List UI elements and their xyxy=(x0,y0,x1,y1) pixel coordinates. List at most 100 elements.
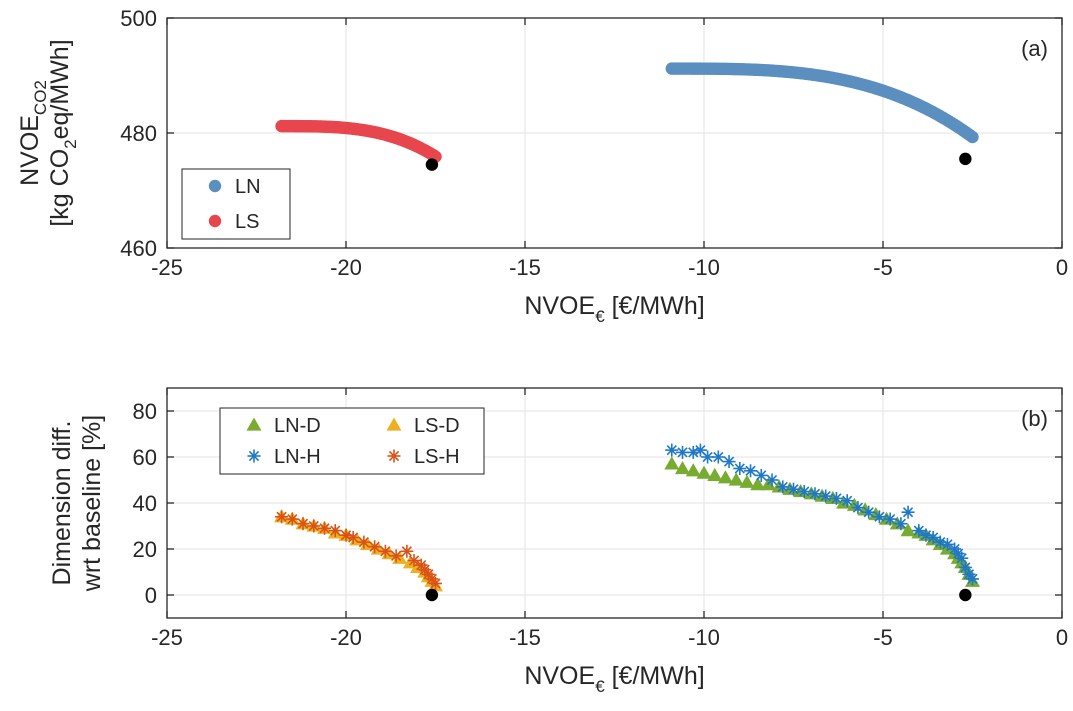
point-LN-H xyxy=(940,537,954,551)
legend-marker-LS-H xyxy=(387,449,401,463)
y-tick-label: 20 xyxy=(133,537,157,562)
point-LN-H xyxy=(797,485,811,498)
point-LN-D xyxy=(696,465,712,479)
x-tick-label: -15 xyxy=(509,625,541,650)
x-tick-label: -20 xyxy=(330,625,362,650)
x-tick-label: 0 xyxy=(1056,255,1068,280)
legend-item-LN-H: LN-H xyxy=(247,446,321,468)
y-tick-label: 0 xyxy=(145,583,157,608)
point-LN-H xyxy=(862,505,876,519)
x-tick-label: -5 xyxy=(873,255,893,280)
y-tick-label: 60 xyxy=(133,445,157,470)
legend-marker-LS xyxy=(208,214,222,228)
legend-label-LN-H: LN-H xyxy=(274,446,321,468)
point-LN-H xyxy=(883,512,897,526)
y-tick-label: 40 xyxy=(133,491,157,516)
point-LS-H xyxy=(328,524,342,538)
baseline-point xyxy=(425,588,439,602)
legend-marker-LN xyxy=(208,179,222,193)
point-LN-H xyxy=(851,501,865,515)
point-LS-H xyxy=(318,521,332,535)
point-LN-H xyxy=(808,487,822,501)
y-axis-label-line1: Dimension diff. xyxy=(48,421,76,586)
point-LN-H xyxy=(711,450,725,464)
point-LN-D xyxy=(675,461,691,475)
panel-tag: (a) xyxy=(1021,36,1048,61)
legend-label-LN: LN xyxy=(235,176,261,198)
point-LN-H xyxy=(754,468,768,482)
legend-label-LS-D: LS-D xyxy=(414,415,460,437)
point-LN-D xyxy=(900,523,916,537)
y-tick-label: 460 xyxy=(120,236,157,261)
panel-tag: (b) xyxy=(1021,406,1048,431)
legend-item-LS: LS xyxy=(208,211,259,233)
legend-box xyxy=(181,168,291,240)
legend-label-LS-H: LS-H xyxy=(414,446,460,468)
legend-item-LS-H: LS-H xyxy=(387,446,460,468)
point-LN-H xyxy=(926,531,940,544)
point-LS-H xyxy=(296,517,310,531)
legend: LN LS xyxy=(181,168,291,240)
x-tick-label: -20 xyxy=(330,255,362,280)
baseline-point xyxy=(959,152,972,166)
point-LS-H xyxy=(407,554,421,567)
series-LS xyxy=(275,119,442,163)
point-LN-D xyxy=(664,456,680,470)
y-axis-label-line2: wrt baseline [%] xyxy=(78,415,106,592)
point-LN-H xyxy=(665,443,679,457)
point-LN-D xyxy=(707,467,723,482)
point-LS-H xyxy=(400,544,414,558)
point-LN-H xyxy=(765,473,779,487)
x-tick-label: -10 xyxy=(688,255,720,280)
legend-label-LN-D: LN-D xyxy=(274,415,321,437)
y-axis-label: Dimension diff. wrt baseline [%] xyxy=(48,415,106,592)
point-LS-H xyxy=(368,540,382,554)
x-tick-label: -15 xyxy=(509,255,541,280)
series-LN-H xyxy=(665,443,979,586)
point-LN-H xyxy=(829,491,843,505)
x-axis-label: NVOE€ [€/MWh] xyxy=(524,662,704,696)
point-LN-D xyxy=(685,463,701,477)
panel-b: -25 -20 -15 -10 -5 0 0 20 40 60 80 (b) NVOE€ [€/MWh]… xyxy=(48,387,1068,696)
legend-marker-LN-D xyxy=(246,417,262,431)
point-LS-H xyxy=(275,510,289,524)
point-LN-H xyxy=(872,510,886,524)
series-LS-H xyxy=(275,510,442,590)
x-tick-label: -25 xyxy=(151,255,183,280)
point-LN-H xyxy=(733,462,747,475)
legend-label-LS: LS xyxy=(235,211,259,233)
legend: LN-D LS-D LN-H LS-H xyxy=(219,407,485,475)
point-LS-H xyxy=(346,531,360,544)
legend-item-LS-D: LS-D xyxy=(386,415,460,437)
x-tick-label: -10 xyxy=(688,625,720,650)
panel-a: -25 -20 -15 -10 -5 0 460 480 500 (a) NVOE€ [€/MWh]… xyxy=(16,6,1068,326)
y-axis-label-line2: [kg CO2eq/MWh] xyxy=(46,39,80,226)
series-LN xyxy=(665,62,979,144)
y-tick-label: 500 xyxy=(120,6,157,31)
point-LN-D xyxy=(728,472,744,486)
y-tick-label: 80 xyxy=(133,399,157,424)
legend-item-LN-D: LN-D xyxy=(246,415,321,437)
point-LN-H xyxy=(901,505,915,519)
point-LS-H xyxy=(357,535,371,549)
legend-box xyxy=(219,407,485,475)
point-LN-H xyxy=(966,572,979,586)
point-LN-H xyxy=(912,524,926,538)
point-LS-H xyxy=(285,512,299,526)
x-tick-label: -25 xyxy=(151,625,183,650)
baseline-point xyxy=(425,158,439,171)
x-axis-label: NVOE€ [€/MWh] xyxy=(524,292,704,326)
point-LN xyxy=(966,130,979,144)
point-LN-H xyxy=(958,560,972,574)
point-LN-H xyxy=(744,464,758,478)
point-LN-H xyxy=(894,517,908,531)
point-LN-H xyxy=(819,489,833,503)
point-LN-H xyxy=(840,494,854,508)
point-LN-D xyxy=(739,474,755,488)
x-tick-label: -5 xyxy=(873,625,893,650)
point-LN-D xyxy=(717,470,733,484)
point-LS-H xyxy=(378,544,392,558)
legend-marker-LN-H xyxy=(247,449,261,463)
point-LN-H xyxy=(787,482,800,496)
